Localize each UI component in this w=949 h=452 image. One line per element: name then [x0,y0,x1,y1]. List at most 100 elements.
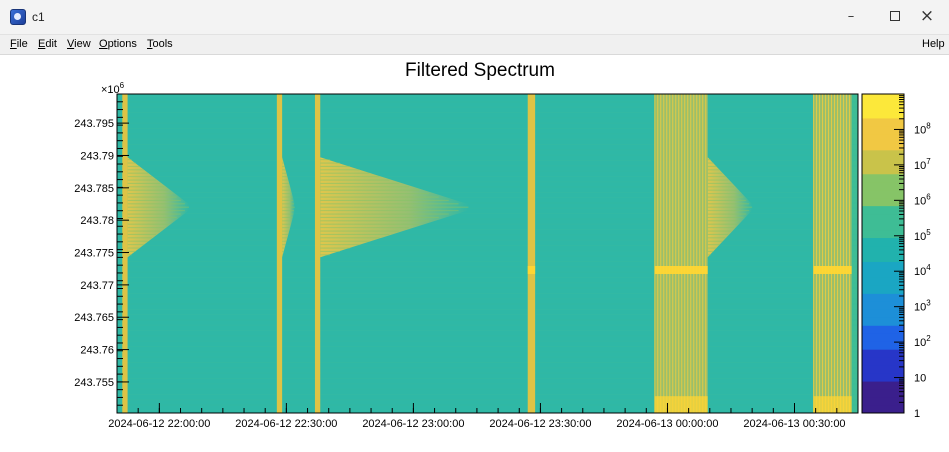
y-tick-label: 243.79 [80,150,114,162]
palette-cell [862,109,904,119]
z-tick-label: 105 [914,228,931,243]
ridge-0 [654,266,708,274]
palette-cell [862,229,904,239]
y-tick-label: 243.755 [74,377,114,389]
maximize-icon [890,11,900,21]
canvas[interactable]: Filtered Spectrum 243.755243.76243.76524… [0,55,949,452]
palette-cell [862,205,904,215]
menu-edit[interactable]: Edit [38,38,57,50]
palette-frame [861,93,905,414]
axes: 243.755 243.76 243.765 243.77 243.775 243.78 2… [74,93,859,430]
palette-cell [862,301,904,310]
plume-0 [127,157,189,258]
palette-cell [862,189,904,199]
palette-cell [862,397,904,406]
palette-cell [862,333,904,342]
close-button[interactable]: × [905,2,949,30]
palette-cell [862,213,904,223]
x-tick-label: 2024-06-12 22:00:00 [108,418,210,430]
y-tick-label: 243.765 [74,312,114,324]
palette-cell [862,365,904,374]
palette-cell [862,133,904,143]
maximize-button[interactable] [873,2,917,30]
y-tick-label: 243.795 [74,118,114,130]
right-edge-column [851,94,858,413]
color-palette: 1 10 102 103 104 105 106 107 108 [861,93,931,420]
palette-cell [862,309,904,318]
y-tick-label: 243.775 [74,248,114,260]
minimize-icon: – [847,8,855,24]
y-tick-label: 243.785 [74,183,114,195]
palette-cell [862,341,904,350]
palette-cell [862,157,904,167]
ridge-1 [813,266,852,274]
plume-2 [320,157,469,258]
band-fill [314,94,321,413]
palette-cell [862,261,904,270]
band-0 [122,94,128,413]
plume-1 [282,157,295,258]
band-5 [813,94,852,413]
palette-cell [862,357,904,366]
x-tick-label: 2024-06-12 22:30:00 [235,418,337,430]
band-fill [527,94,536,413]
axis-frame [116,93,859,414]
palette-cell [862,237,904,247]
palette-cell [862,405,904,414]
heatmap-marks [117,94,858,413]
menu-bar: File Edit View Options Tools Help [0,35,949,55]
palette-cell [862,149,904,159]
palette-cell [862,245,904,254]
palette-cell [862,197,904,207]
ridge-2 [527,266,536,274]
plume-3 [707,157,753,258]
palette-cell [862,94,904,103]
palette-cell [862,221,904,231]
band-1 [276,94,283,413]
y-tick-label: 243.77 [80,280,114,292]
menu-view[interactable]: View [67,38,91,50]
band-fill [276,94,283,413]
palette-cell [862,373,904,382]
z-tick-label: 1 [914,408,920,420]
palette-cell [862,325,904,334]
menu-help[interactable]: Help [922,38,945,50]
band-4 [654,94,708,413]
y-tick-label: 243.78 [80,215,114,227]
menu-tools[interactable]: Tools [147,38,173,50]
palette-cell [862,277,904,286]
z-tick-label: 10 [914,373,926,385]
palette-cell [862,141,904,151]
palette-cell [862,293,904,302]
z-tick-label: 104 [914,263,931,278]
z-tick-label: 102 [914,334,931,349]
palette-cell [862,269,904,278]
palette-cell [862,117,904,127]
x-tick-label: 2024-06-12 23:00:00 [362,418,464,430]
palette-cell [862,181,904,191]
z-tick-label: 103 [914,299,931,314]
plot-frame [117,94,858,413]
chart-title: Filtered Spectrum [405,60,555,81]
y-tick-label: 243.76 [80,345,114,357]
palette-cell [862,317,904,326]
palette-cell [862,101,904,111]
band-bottom-glow [654,396,708,413]
background-striations [117,96,858,411]
x-tick-label: 2024-06-12 23:30:00 [489,418,591,430]
window-titlebar: c1 – × [0,0,949,35]
palette-cell [862,253,904,262]
menu-file[interactable]: File [10,38,28,50]
band-bottom-glow [813,396,852,413]
x-tick-label: 2024-06-13 00:30:00 [743,418,845,430]
z-tick-label: 106 [914,192,931,207]
z-tick-label: 107 [914,157,931,172]
menu-options[interactable]: Options [99,38,137,50]
window-title: c1 [32,10,45,24]
band-fill [122,94,128,413]
band-3 [527,94,536,413]
palette-cell [862,165,904,175]
minimize-button[interactable]: – [829,2,873,30]
palette-cell [862,285,904,294]
z-tick-label: 108 [914,121,931,136]
